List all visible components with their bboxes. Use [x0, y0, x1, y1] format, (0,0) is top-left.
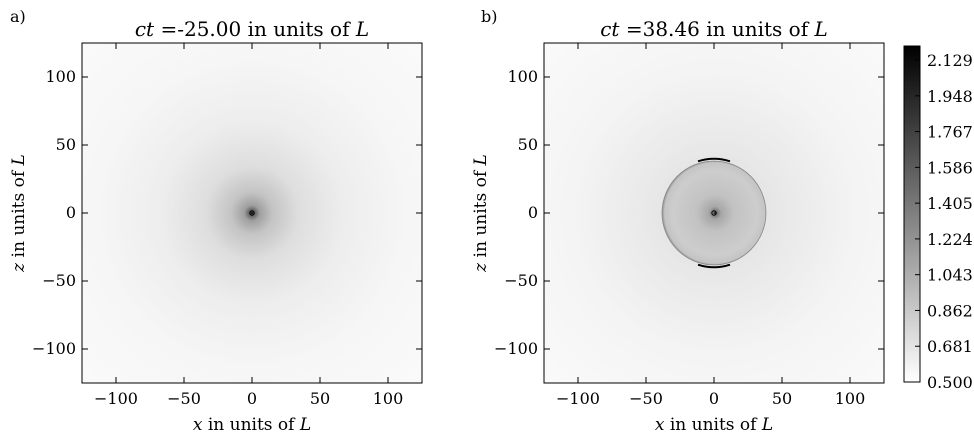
y-axis-label: z in units of L: [9, 154, 29, 273]
y-axis-label-var: z: [471, 262, 491, 273]
colorbar-frame: [903, 45, 921, 383]
heatmap-image: [82, 43, 422, 383]
colorbar-tick-label: 0.681: [927, 337, 973, 356]
disk-rim-bottom: [697, 263, 731, 269]
x-tick-label: 50: [310, 389, 330, 408]
colorbar-tick-label: 1.405: [927, 194, 973, 213]
x-axis-label-unit: L: [761, 415, 773, 435]
x-axis-label: x in units of L: [193, 415, 311, 435]
x-axis-label-text: in units of: [202, 415, 299, 435]
colorbar-tick-label: 0.500: [927, 373, 973, 392]
y-tick-label: 50: [518, 135, 538, 154]
chart-title-var: ct: [135, 17, 155, 41]
center-peak: [249, 210, 255, 216]
y-tick-label: −50: [42, 271, 76, 290]
x-tick-label: −50: [629, 389, 663, 408]
x-tick-label: 100: [373, 389, 404, 408]
colorbar: 0.500 0.681 0.862 1.043 1.224 1.405 1.586 1.767…: [903, 45, 973, 392]
y-axis-label-var: z: [9, 262, 29, 273]
colorbar-tick-label: 0.862: [927, 301, 973, 320]
y-tick-label: 50: [56, 135, 76, 154]
panel-label: b): [481, 7, 497, 26]
colorbar-tick-label: 2.129: [927, 51, 973, 70]
y-tick-label: 100: [45, 67, 76, 86]
heatmap-image: [544, 43, 884, 383]
chart-title-var: ct: [600, 17, 620, 41]
colorbar-tick-label: 1.767: [927, 123, 973, 142]
y-tick-label: −100: [32, 339, 76, 358]
x-axis-label: x in units of L: [655, 415, 773, 435]
colorbar-tick-label: 1.586: [927, 158, 973, 177]
disk-rim-top: [697, 157, 731, 163]
y-axis-label-unit: L: [9, 154, 29, 166]
x-axis-label-unit: L: [299, 415, 311, 435]
center-peak: [711, 210, 717, 216]
y-axis-label-unit: L: [471, 154, 491, 166]
x-tick-label: 100: [835, 389, 866, 408]
colorbar-tick-label: 1.224: [927, 230, 973, 249]
panel-b: b) −100 −50 0 50 100 −100 −50 0 50 100 ct =38.46 in…: [471, 7, 885, 435]
x-tick-label: 50: [772, 389, 792, 408]
heatmap-field: [82, 43, 422, 383]
x-tick-label: −100: [94, 389, 138, 408]
chart-title: ct =-25.00 in units of L: [135, 17, 369, 41]
y-axis-label-text: in units of: [9, 165, 29, 262]
colorbar-tick-label: 1.948: [927, 87, 973, 106]
chart-title-unit: L: [355, 17, 369, 41]
panel-label: a): [10, 7, 26, 26]
y-axis-label: z in units of L: [471, 154, 491, 273]
x-tick-label: −50: [167, 389, 201, 408]
y-tick-label: 100: [507, 67, 538, 86]
colorbar-gradient: [904, 46, 920, 382]
y-tick-label: 0: [66, 203, 76, 222]
panel-a: a) −100 −50 0 50 100 −100 −50 0 50 100 ct =-25.00 i…: [9, 7, 423, 435]
y-tick-label: −100: [494, 339, 538, 358]
x-tick-label: 0: [709, 389, 719, 408]
x-tick-label: 0: [247, 389, 257, 408]
disk-edge: [661, 160, 767, 266]
chart-title-unit: L: [813, 17, 827, 41]
chart-title-text: =-25.00 in units of: [154, 17, 356, 41]
chart-title: ct =38.46 in units of L: [600, 17, 828, 41]
y-tick-label: −50: [504, 271, 538, 290]
colorbar-tick-label: 1.043: [927, 266, 973, 285]
y-axis-label-text: in units of: [471, 165, 491, 262]
x-tick-label: −100: [556, 389, 600, 408]
wavefront-disk: [661, 160, 767, 266]
chart-title-text: =38.46 in units of: [619, 17, 814, 41]
x-axis-label-var: x: [655, 415, 665, 435]
x-axis-label-text: in units of: [664, 415, 761, 435]
y-tick-label: 0: [528, 203, 538, 222]
x-axis-label-var: x: [193, 415, 203, 435]
